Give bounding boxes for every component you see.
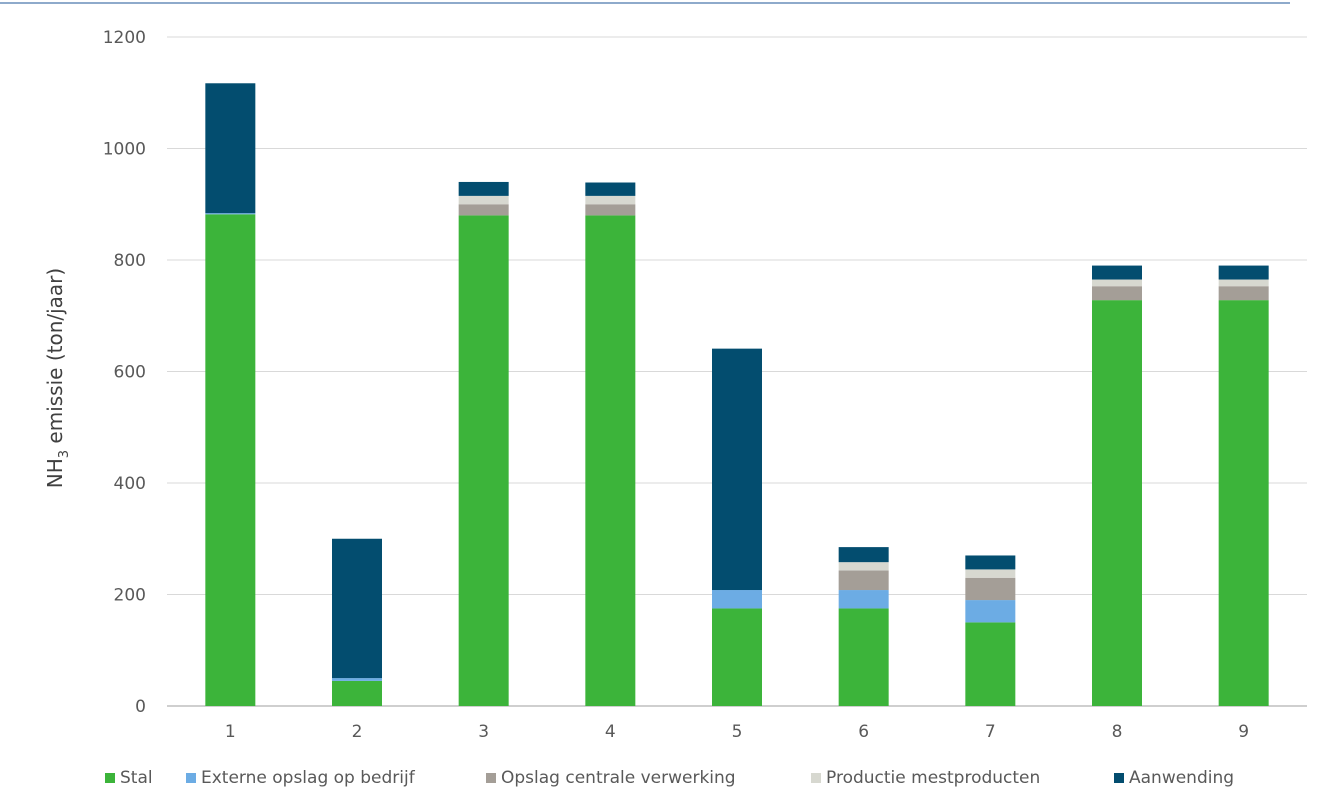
bar-segment xyxy=(332,678,382,681)
bar-segment xyxy=(332,538,382,679)
bar-segment xyxy=(965,600,1016,623)
legend-swatch xyxy=(1114,773,1124,783)
bar-segment xyxy=(838,608,889,706)
bar-segment xyxy=(585,215,636,706)
bar-segment xyxy=(585,204,636,216)
bar-segment xyxy=(458,195,509,205)
x-tick-label: 5 xyxy=(732,722,743,742)
legend-label: Opslag centrale verwerking xyxy=(501,768,736,788)
legend-label: Productie mestproducten xyxy=(826,768,1040,788)
y-tick-labels: 0 200 400 600 800 1000 1200 xyxy=(103,28,146,717)
bar-segment xyxy=(458,181,509,196)
x-tick-labels: 1 2 3 4 5 6 7 8 9 xyxy=(225,722,1249,742)
bar-segment xyxy=(205,213,256,215)
y-axis-title-main: NH xyxy=(43,458,67,488)
bar-segment xyxy=(1092,265,1142,280)
y-tick-label: 1000 xyxy=(103,140,146,160)
x-tick-label: 7 xyxy=(985,722,996,742)
bar-segment xyxy=(1218,300,1269,706)
x-tick-label: 1 xyxy=(225,722,236,742)
bar-segment xyxy=(1092,286,1142,301)
bar-segment xyxy=(838,547,889,563)
y-tick-label: 800 xyxy=(114,251,146,271)
y-tick-label: 200 xyxy=(114,586,146,606)
legend-swatch xyxy=(105,773,115,783)
legend-label: Aanwending xyxy=(1129,768,1234,788)
y-tick-label: 400 xyxy=(114,474,146,494)
bar-segment xyxy=(205,83,256,214)
x-tick-label: 3 xyxy=(478,722,489,742)
legend-label: Stal xyxy=(120,768,153,788)
bar-segment xyxy=(838,562,889,571)
x-tick-label: 4 xyxy=(605,722,616,742)
bar-segment xyxy=(965,622,1016,706)
legend-label: Externe opslag op bedrijf xyxy=(201,768,416,788)
y-tick-label: 1200 xyxy=(103,28,146,48)
bar-segment xyxy=(585,182,636,196)
x-tick-label: 6 xyxy=(858,722,869,742)
legend: Stal Externe opslag op bedrijf Opslag cent… xyxy=(105,768,1234,788)
bar-segment xyxy=(838,590,889,609)
bars xyxy=(205,83,1269,706)
y-axis-title-sub: 3 xyxy=(57,450,72,458)
bar-segment xyxy=(965,569,1016,578)
legend-swatch xyxy=(186,773,196,783)
bar-segment xyxy=(712,348,762,591)
x-tick-label: 8 xyxy=(1112,722,1123,742)
x-tick-label: 9 xyxy=(1238,722,1249,742)
y-axis-title: NH3 emissie (ton/jaar) xyxy=(43,268,72,488)
bar-segment xyxy=(1092,300,1142,706)
y-tick-label: 600 xyxy=(114,363,146,383)
x-tick-label: 2 xyxy=(352,722,363,742)
bar-segment xyxy=(712,590,762,609)
bar-segment xyxy=(965,555,1016,570)
bar-segment xyxy=(458,215,509,706)
bar-segment xyxy=(712,608,762,706)
bar-segment xyxy=(965,577,1016,601)
legend-swatch xyxy=(811,773,821,783)
legend-swatch xyxy=(486,773,496,783)
bar-segment xyxy=(1218,286,1269,301)
bar-segment xyxy=(1218,265,1269,280)
bar-segment xyxy=(1218,279,1269,287)
y-axis-title-rest: emissie (ton/jaar) xyxy=(43,268,67,450)
bar-segment xyxy=(838,570,889,591)
bar-segment xyxy=(332,680,382,706)
bar-segment xyxy=(205,214,256,706)
bar-segment xyxy=(585,195,636,205)
y-tick-label: 0 xyxy=(135,697,146,717)
bar-segment xyxy=(458,204,509,216)
bar-segment xyxy=(1092,279,1142,287)
